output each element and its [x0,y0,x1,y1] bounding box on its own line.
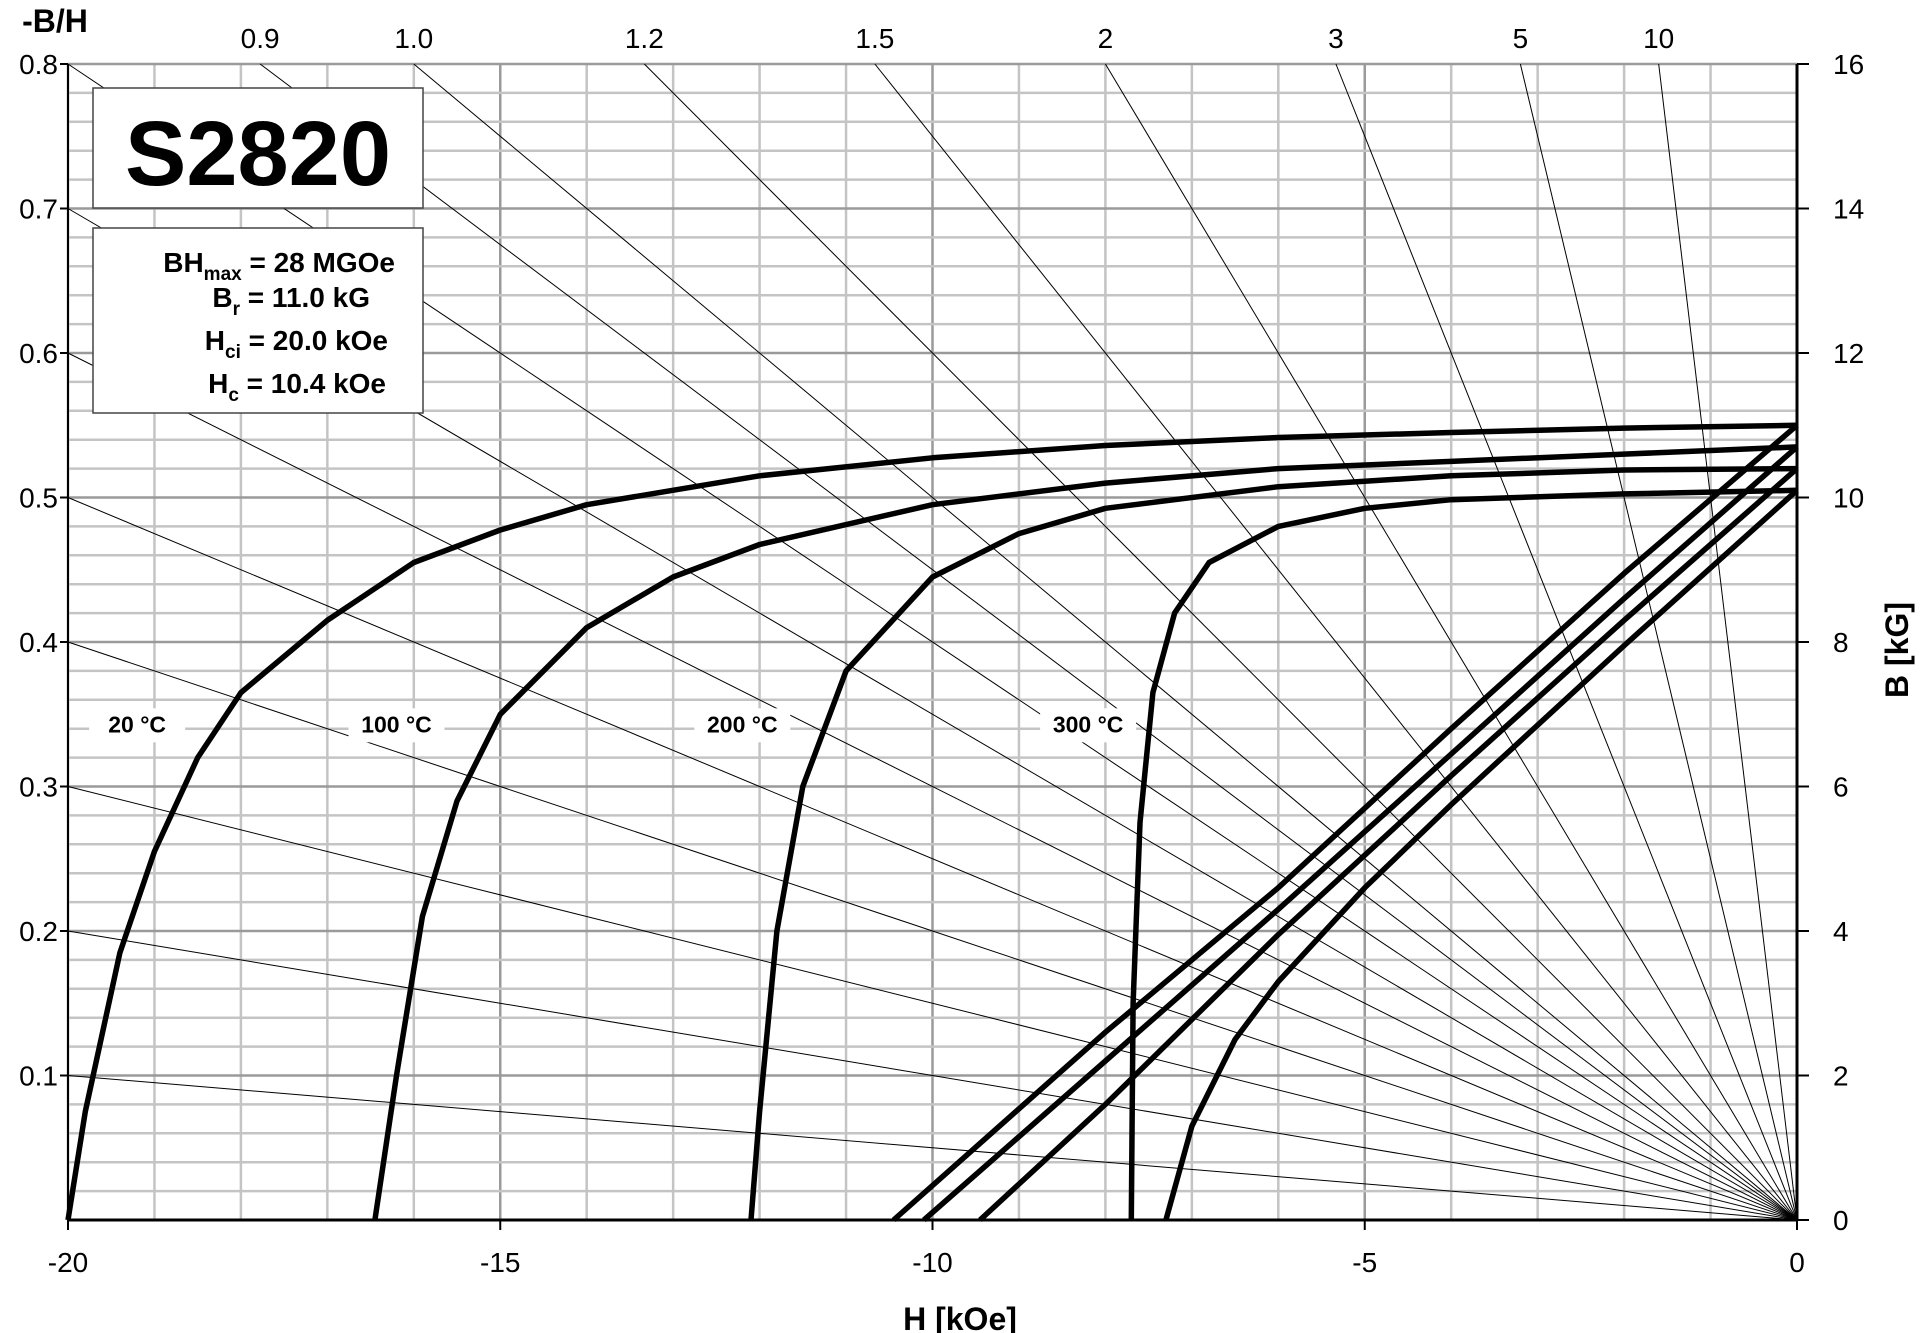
left-axis-title: -B/H [22,3,88,39]
permeance-left-tick-label: 0.8 [19,49,58,80]
bhmax-text: BHmax = 28 MGOe [163,247,395,285]
y-tick-label: 6 [1833,772,1849,803]
permeance-left-tick-label: 0.2 [19,916,58,947]
permeance-line [1104,63,1798,1221]
permeance-line [67,352,1798,1221]
permeance-line [874,63,1798,1221]
permeance-line [67,930,1798,1221]
br-text: Br = 11.0 kG [212,282,370,320]
intrinsic-curve [891,423,1799,1223]
permeance-top-tick-label: 2 [1098,23,1114,54]
b-curve [1128,487,1798,1221]
y-tick-label: 12 [1833,338,1864,369]
permeance-left-tick-label: 0.4 [19,627,58,658]
y-tick-label: 4 [1833,916,1849,947]
permeance-line [259,63,1798,1221]
permeance-top-tick-label: 0.9 [241,23,280,54]
x-tick-label: -5 [1352,1247,1377,1278]
temperature-label: 20 °C [108,711,166,737]
axes: -20 -15 -10 -5 00 2 4 6 8 10 12 14 16 [48,49,1864,1278]
hci-text: Hci = 20.0 kOe [205,325,388,363]
y-tick-label: 14 [1833,194,1864,225]
temperature-label-background [89,708,186,743]
hc-text: Hc = 10.4 kOe [208,368,386,406]
permeance-left-tick-label: 0.5 [19,483,58,514]
intrinsic-curve [922,444,1799,1223]
permeance-line [413,63,1798,1221]
x-axis-title: H [kOe] [903,1301,1017,1333]
permeance-top-tick-label: 1.0 [394,23,433,54]
permeance-left-tick-label: 0.3 [19,772,58,803]
temperature-label-background [1040,708,1137,743]
permeance-line [1658,63,1798,1221]
b-curve [372,444,1798,1221]
intrinsic-curve [1163,488,1799,1221]
permeance-lines: 0.1 0.2 0.3 0.4 0.5 0.6 0.7 0.8 0.9 1.0 1.2 1.5 2 3 5 1… [19,23,1798,1221]
permeance-top-tick-label: 3 [1328,23,1344,54]
y-tick-label: 16 [1833,49,1864,80]
temperature-label-background [348,708,445,743]
permeance-line [67,1075,1798,1221]
permeance-top-tick-label: 1.2 [625,23,664,54]
y-tick-label: 0 [1833,1205,1849,1236]
y-tick-label: 8 [1833,627,1849,658]
temperature-label: 300 °C [1053,711,1124,737]
properties-box: BHmax = 28 MGOe Br = 11.0 kG Hci = 20.0 … [92,227,424,414]
temperature-label-background [694,708,791,743]
y-axis-title: B [kG] [1879,602,1915,698]
permeance-line [643,63,1798,1221]
b-curve [748,465,1798,1221]
grade-box: S2820 [92,87,424,209]
grade-title: S2820 [125,103,391,205]
permeance-line [67,786,1798,1221]
x-tick-label: -10 [912,1247,952,1278]
permeance-top-tick-label: 1.5 [855,23,894,54]
permeance-left-tick-label: 0.7 [19,194,58,225]
permeance-line [1335,63,1798,1221]
permeance-top-tick-label: 10 [1643,23,1674,54]
curves: 20 °C 100 °C 200 °C 300 °C [65,422,1799,1223]
x-tick-label: 0 [1789,1247,1805,1278]
temperature-label: 100 °C [361,711,432,737]
permeance-left-tick-label: 0.6 [19,338,58,369]
intrinsic-curve [978,466,1799,1223]
y-tick-label: 10 [1833,483,1864,514]
y-tick-label: 2 [1833,1061,1849,1092]
permeance-line [67,497,1798,1221]
permeance-line [1519,63,1798,1221]
b-curve [65,422,1798,1221]
temperature-label: 200 °C [707,711,778,737]
x-tick-label: -20 [48,1247,88,1278]
x-tick-label: -15 [480,1247,520,1278]
permeance-top-tick-label: 5 [1513,23,1529,54]
permeance-left-tick-label: 0.1 [19,1061,58,1092]
